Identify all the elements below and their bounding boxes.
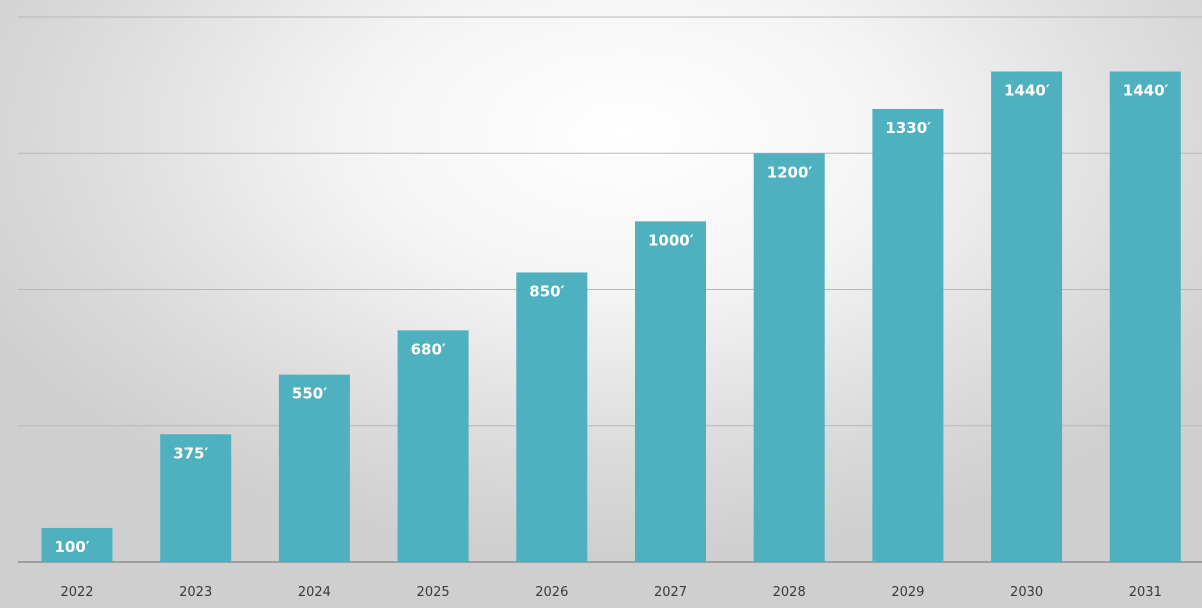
x-tick-label: 2024	[298, 585, 331, 600]
bar-value-label: 1330′	[885, 119, 931, 137]
bar-value-label: 1200′	[767, 163, 813, 181]
bar-value-label: 680′	[411, 340, 446, 358]
x-tick-label: 2030	[1010, 585, 1043, 600]
x-tick-label: 2023	[179, 585, 212, 600]
bar-value-label: 850′	[529, 282, 564, 300]
x-tick-label: 2029	[891, 585, 924, 600]
x-tick-label: 2028	[773, 585, 806, 600]
bar-2031	[1109, 71, 1181, 562]
bar-2029	[872, 108, 944, 562]
bar-value-label: 375′	[173, 444, 208, 462]
bars	[41, 71, 1181, 562]
bar-2026	[516, 272, 588, 562]
bar-value-label: 1440′	[1123, 82, 1169, 100]
x-tick-label: 2031	[1129, 585, 1162, 600]
bar-2027	[635, 221, 706, 562]
x-tick-label: 2027	[654, 585, 687, 600]
x-tick-label: 2026	[535, 585, 568, 600]
bar-value-label: 100′	[55, 538, 90, 556]
bar-value-labels: 100′ 375′ 550′ 680′ 850′ 1000′ 1200′ 1330′ 1440′…	[55, 82, 1169, 556]
bar-value-label: 1000′	[648, 231, 694, 249]
bar-2022	[41, 527, 113, 562]
x-tick-label: 2025	[417, 585, 450, 600]
x-axis-tick-labels: 2022 2023 2024 2025 2026 2027 2028 2029 2030 2031	[60, 585, 1161, 600]
bar-2024	[278, 374, 350, 562]
bar-value-label: 1440′	[1004, 82, 1050, 100]
bar-2028	[753, 153, 825, 562]
bar-2030	[991, 71, 1063, 562]
bar-value-label: 550′	[292, 385, 327, 403]
bar-2025	[397, 330, 469, 562]
x-tick-label: 2022	[60, 585, 93, 600]
bar-2023	[160, 434, 232, 562]
